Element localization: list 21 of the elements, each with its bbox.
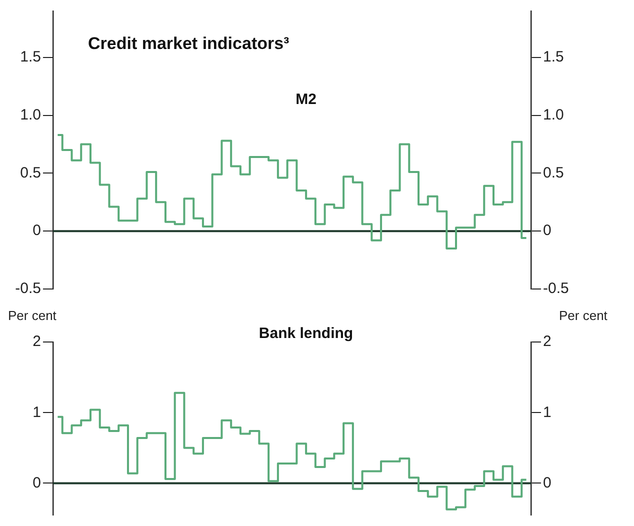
text: M2: [294, 91, 318, 108]
y2-tick-label: 0.5: [543, 164, 564, 182]
y-tick-label: 1.0: [20, 106, 41, 124]
y2-tick-label: 0: [543, 474, 552, 492]
y2-tick-label: 1.0: [543, 106, 564, 124]
y-axis-title: Per cent: [8, 308, 56, 323]
y-tick-label: -0.5: [15, 280, 41, 298]
y2-tick-label: -0.5: [543, 280, 569, 298]
y2-tick-label: 2: [543, 333, 552, 350]
y-tick-label: 2: [32, 333, 41, 350]
y-tick-label: 0: [32, 222, 41, 240]
y-tick-label: 1.5: [20, 48, 41, 66]
y2-tick-label: 1: [543, 404, 552, 421]
y-tick-label: 1: [32, 404, 41, 421]
y-tick-label: 0.5: [20, 164, 41, 182]
y-tick-label: 0: [32, 474, 41, 492]
y2-axis-title: Per cent: [559, 308, 608, 323]
y2-tick-label: 1.5: [543, 48, 564, 66]
y2-tick-label: 0: [543, 222, 552, 240]
chart-title: Bank lending: [258, 325, 354, 342]
text: Credit market indicators³: [88, 34, 290, 54]
